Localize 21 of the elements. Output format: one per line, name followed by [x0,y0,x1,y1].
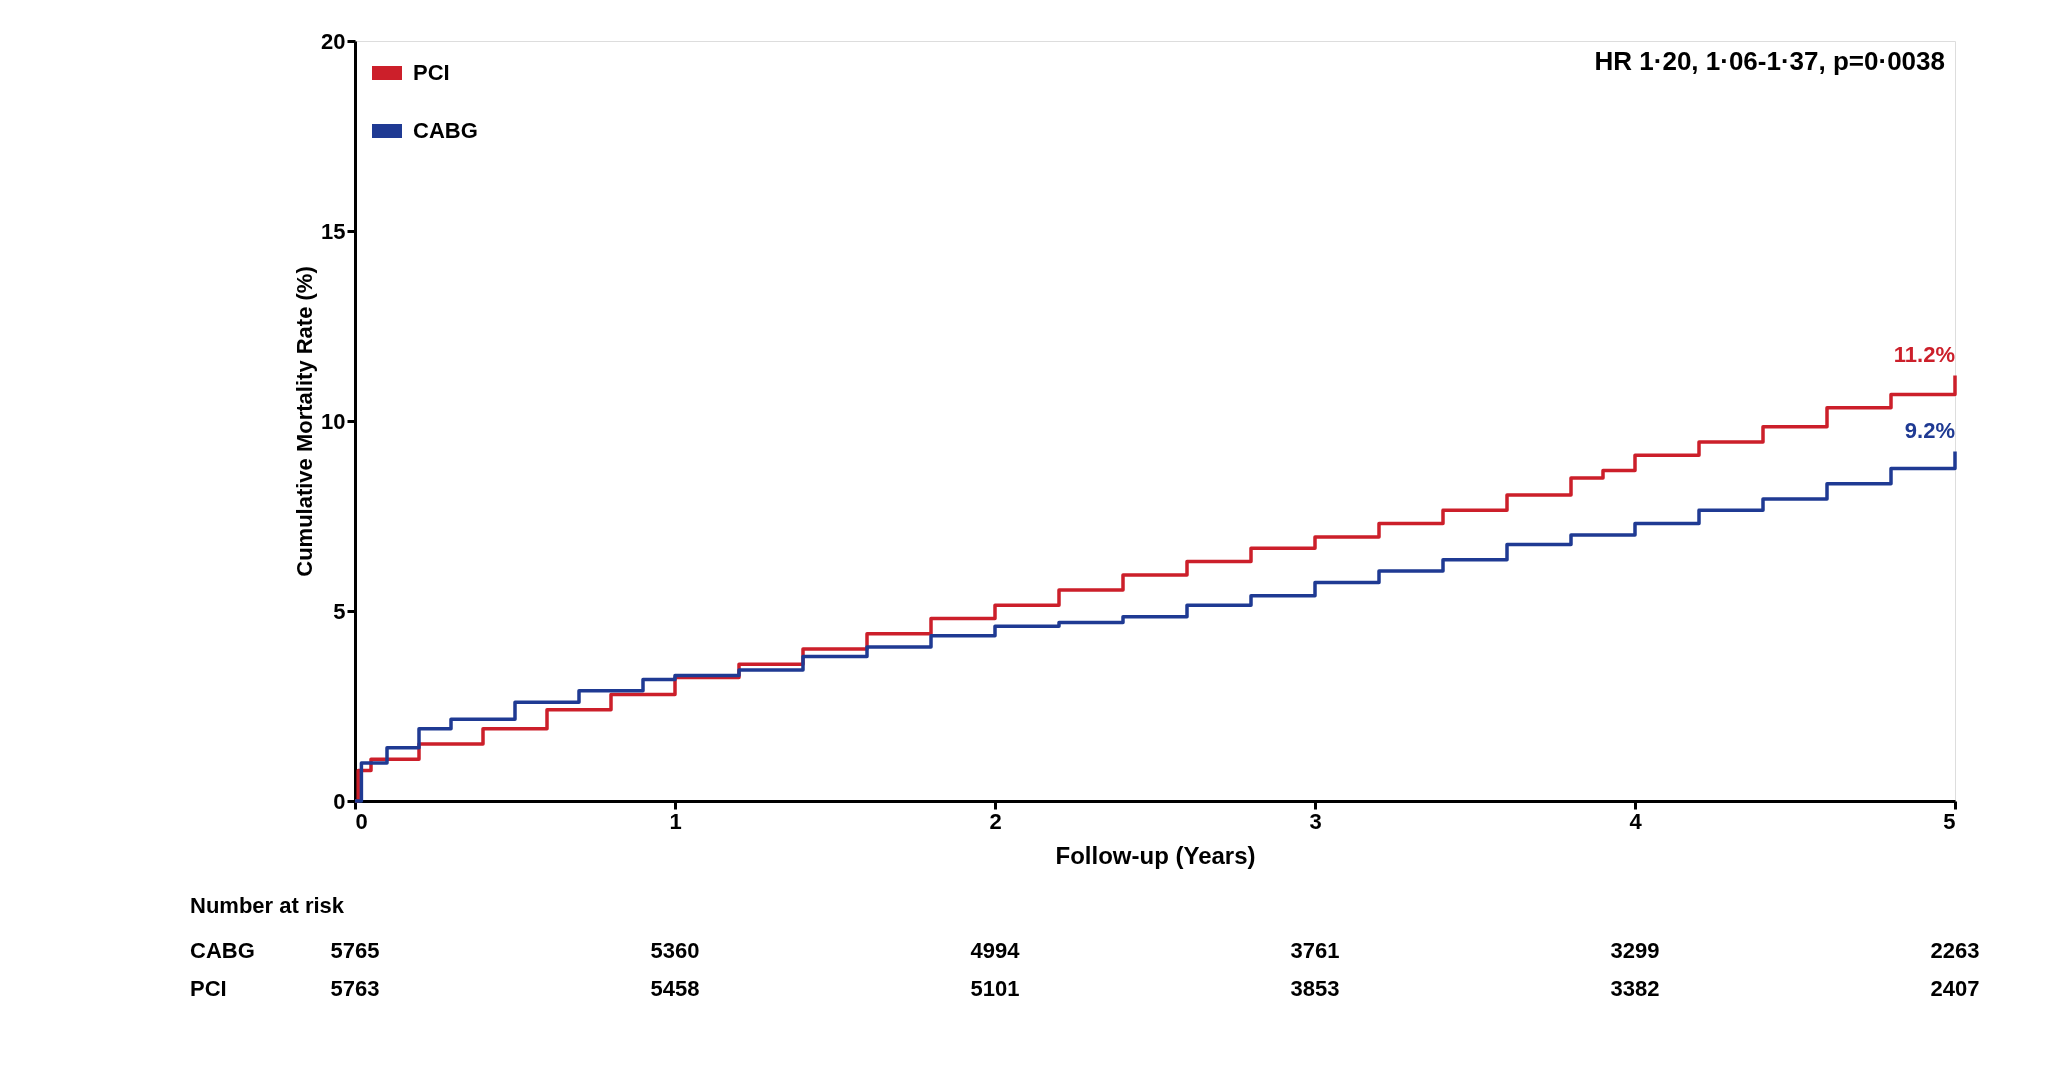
y-tick-label: 0 [333,788,346,814]
x-axis-title: Follow-up (Years) [1055,841,1256,869]
annotation: 11.2% [1893,342,1955,368]
annotation: HR 1·20, 1·06-1·37, p=0·0038 [1594,46,1945,76]
y-axis-title: Cumulative Mortality Rate (%) [292,266,318,577]
x-tick-label: 2 [989,808,1002,834]
text: PCI 5763 5458 5101 3853 3382 2407 [190,976,1980,1001]
y-tick-label: 20 [321,28,346,54]
x-tick-label: 5 [1943,808,1956,834]
y-tick-label: 10 [321,408,346,434]
x-tick-label: 3 [1309,808,1322,834]
text: Number at risk [190,893,345,918]
y-tick-label: 5 [333,598,346,624]
annotation: 9.2% [1904,418,1955,444]
text: CABG 5765 5360 4994 3761 3299 2263 [190,938,1980,963]
x-tick-label: 4 [1629,808,1643,834]
x-tick-label: 1 [669,808,682,834]
legend-label: PCI [413,60,450,85]
x-tick-label: 0 [355,808,368,834]
legend-label: CABG [413,118,478,143]
y-tick-label: 15 [321,218,346,244]
